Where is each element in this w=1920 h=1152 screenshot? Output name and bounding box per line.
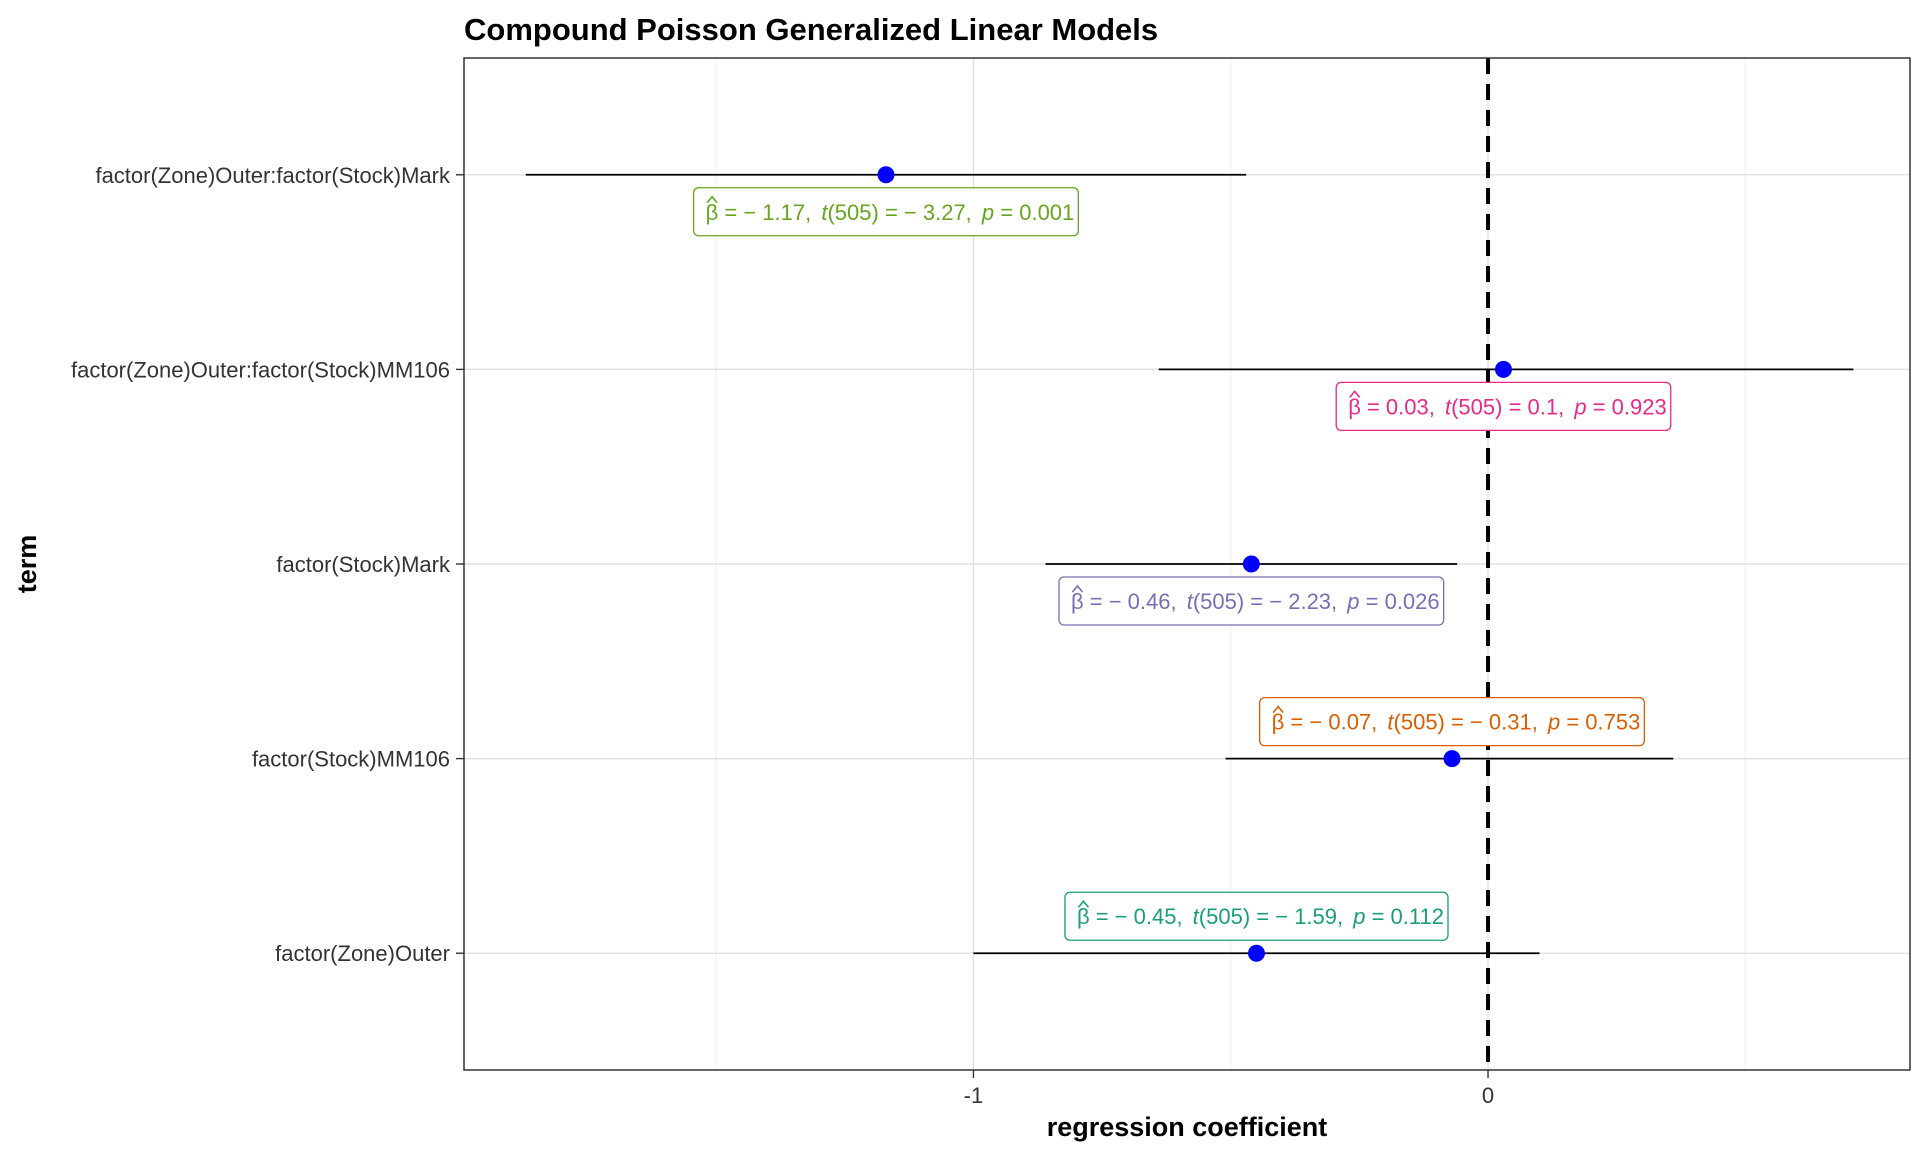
- estimate-point: [877, 166, 895, 184]
- stat-label-text: β = 0.03, t(505) = 0.1, p = 0.923: [1348, 394, 1667, 419]
- estimate-point: [1443, 750, 1461, 768]
- statistic-labels: β = − 1.17, t(505) = − 3.27, p = 0.001 β …: [692, 187, 1672, 941]
- stat-label-box: [1335, 381, 1672, 432]
- stat-label: β = − 0.46, t(505) = − 2.23, p = 0.026: [1058, 576, 1445, 626]
- x-tick-label: -1: [964, 1083, 984, 1108]
- stat-label: β = − 0.07, t(505) = − 0.31, p = 0.753: [1259, 696, 1646, 747]
- stat-label: β = 0.03, t(505) = 0.1, p = 0.923: [1335, 381, 1672, 432]
- stat-label-text: β = − 0.07, t(505) = − 0.31, p = 0.753: [1272, 710, 1641, 735]
- beta-hat-mark: [1071, 584, 1084, 593]
- y-tick-label: factor(Stock)Mark: [276, 552, 451, 577]
- y-tick-label: factor(Stock)MM106: [252, 747, 450, 772]
- chart-title: Compound Poisson Generalized Linear Mode…: [464, 12, 1158, 47]
- stat-label-box: [692, 187, 1079, 237]
- x-tick-label: 0: [1482, 1083, 1494, 1108]
- stat-label-box: [1058, 576, 1445, 626]
- beta-hat-mark: [1272, 705, 1284, 714]
- estimate-point: [1242, 555, 1260, 573]
- beta-hat-mark: [706, 195, 718, 204]
- stat-label: β = − 1.17, t(505) = − 3.27, p = 0.001: [692, 187, 1079, 237]
- stat-label-box: [1064, 891, 1449, 941]
- stat-label-text: β = − 0.46, t(505) = − 2.23, p = 0.026: [1071, 589, 1440, 614]
- y-tick-label: factor(Zone)Outer:factor(Stock)MM106: [71, 357, 450, 382]
- beta-hat-mark: [1349, 390, 1361, 398]
- y-tick-label: factor(Zone)Outer: [275, 941, 450, 966]
- x-axis-ticks: -1 0: [964, 1070, 1494, 1108]
- estimate-point: [1494, 360, 1512, 378]
- estimate-points: [877, 166, 1512, 962]
- y-axis-ticks: factor(Zone)Outer:factor(Stock)Mark facto…: [71, 163, 464, 966]
- stat-label-box: [1259, 696, 1646, 747]
- y-tick-label: factor(Zone)Outer:factor(Stock)Mark: [95, 163, 451, 188]
- stat-label: β = − 0.45, t(505) = − 1.59, p = 0.112: [1064, 891, 1449, 941]
- stat-label-text: β = − 1.17, t(505) = − 3.27, p = 0.001: [706, 200, 1075, 225]
- x-axis-title: regression coefficient: [1047, 1112, 1328, 1142]
- stat-label-text: β = − 0.45, t(505) = − 1.59, p = 0.112: [1077, 904, 1444, 929]
- beta-hat-mark: [1077, 899, 1090, 908]
- y-axis-title: term: [12, 535, 42, 594]
- estimate-point: [1247, 944, 1265, 962]
